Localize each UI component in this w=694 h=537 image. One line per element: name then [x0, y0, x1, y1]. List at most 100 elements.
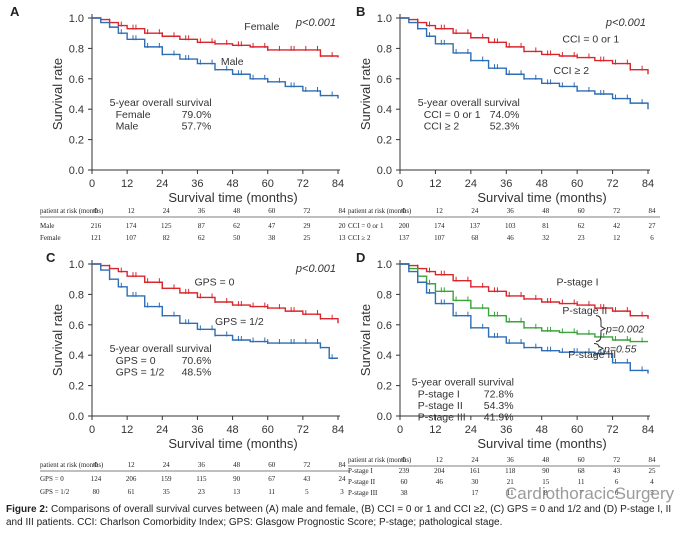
- risk-value: 50: [233, 234, 241, 242]
- y-tick-label: 0.4: [69, 350, 84, 362]
- risk-time: 60: [268, 207, 276, 215]
- risk-time: 72: [303, 207, 311, 215]
- panel-c: C 0.0 0.2 0.4 0.6 0.8 1.0 0 12 24 36 48 60 72 84 Surviv…: [40, 250, 350, 496]
- risk-time: 24: [163, 461, 171, 469]
- x-tick-label: 12: [429, 424, 441, 436]
- panel-d: D0.00.20.40.60.81.00 12 24 36 48 60 72 84Surviv…: [348, 250, 660, 497]
- x-tick-label: 84: [642, 424, 654, 436]
- y-tick-label: 0.8: [69, 43, 84, 55]
- risk-time: 36: [507, 456, 515, 464]
- risk-value: 5: [305, 488, 309, 496]
- x-axis-title: Survival time (months): [168, 436, 297, 451]
- p-value: p<0.001: [605, 17, 646, 29]
- p-value-annotation: p=0.002: [605, 324, 644, 336]
- caption-label: Figure 2:: [6, 504, 49, 515]
- risk-row-label: CCI = 0 or 1: [348, 222, 384, 230]
- risk-time: 36: [198, 207, 206, 215]
- survival-row-label: CCI ≥ 2: [424, 121, 460, 133]
- x-tick-label: 72: [297, 178, 309, 190]
- risk-value: 161: [470, 467, 481, 475]
- risk-value: 8: [544, 489, 548, 497]
- y-tick-label: 0.0: [377, 165, 392, 177]
- survival-table-title: 5-year overall survival: [418, 97, 520, 109]
- risk-value: 124: [91, 475, 102, 483]
- x-tick-label: 48: [536, 424, 548, 436]
- risk-value: 42: [613, 222, 621, 230]
- survival-row-value: 41.9%: [484, 412, 514, 424]
- survival-row-label: CCI = 0 or 1: [424, 109, 481, 121]
- p-value: p<0.001: [295, 17, 336, 29]
- risk-time: 84: [339, 207, 347, 215]
- survival-row-value: 52.3%: [490, 121, 520, 133]
- x-tick-label: 72: [606, 424, 618, 436]
- risk-value: 204: [434, 467, 445, 475]
- risk-value: 107: [434, 234, 445, 242]
- survival-row-label: GPS = 0: [116, 355, 156, 367]
- survival-curve-1: [400, 263, 648, 343]
- risk-value: 61: [128, 488, 136, 496]
- risk-value: 107: [126, 234, 137, 242]
- risk-time: 84: [339, 461, 347, 469]
- risk-time: 24: [471, 207, 479, 215]
- risk-value: 3: [340, 488, 344, 496]
- series-label: Male: [221, 56, 244, 68]
- x-tick-label: 36: [191, 178, 203, 190]
- y-tick-label: 0.2: [377, 381, 392, 393]
- x-tick-label: 60: [571, 178, 583, 190]
- p-value: p<0.001: [295, 263, 336, 275]
- risk-time: 36: [507, 207, 515, 215]
- risk-value: 137: [470, 222, 481, 230]
- risk-time: 84: [649, 207, 657, 215]
- risk-table-header: patient at risk (months): [40, 462, 103, 469]
- risk-value: 68: [471, 234, 479, 242]
- panel-letter: C: [46, 250, 56, 265]
- x-tick-label: 12: [121, 178, 133, 190]
- x-tick-label: 48: [226, 178, 238, 190]
- risk-value: 81: [542, 222, 550, 230]
- y-tick-label: 0.2: [69, 381, 84, 393]
- risk-time: 24: [163, 207, 171, 215]
- x-axis-title: Survival time (months): [168, 190, 297, 205]
- panel-b: B0.00.20.40.60.81.00 12 24 36 48 60 72 84Surviv…: [348, 4, 660, 242]
- survival-curve-1: [400, 17, 649, 110]
- survival-curve-1: [92, 17, 339, 99]
- y-tick-label: 0.4: [69, 104, 84, 116]
- risk-time: 12: [128, 207, 136, 215]
- x-tick-label: 84: [332, 424, 344, 436]
- y-tick-label: 0.8: [377, 289, 392, 301]
- y-tick-label: 0.8: [69, 289, 84, 301]
- risk-value: 11: [578, 478, 585, 486]
- risk-time: 0: [402, 456, 406, 464]
- survival-curve-2: [400, 263, 649, 374]
- risk-value: 13: [233, 488, 241, 496]
- survival-row-value: 70.6%: [182, 355, 212, 367]
- survival-curve-0: [92, 263, 339, 324]
- x-tick-label: 60: [262, 424, 274, 436]
- series-label: P-stage II: [562, 305, 607, 317]
- risk-value: 174: [126, 222, 137, 230]
- risk-row-label: Male: [40, 222, 54, 230]
- risk-value: 216: [91, 222, 102, 230]
- censor-marks-0: [109, 18, 333, 57]
- censor-marks-0: [417, 18, 643, 71]
- y-axis-title: Survival rate: [358, 304, 373, 376]
- risk-value: 23: [578, 234, 586, 242]
- y-tick-label: 1.0: [69, 13, 84, 25]
- censor-marks-0: [109, 264, 333, 320]
- risk-time: 72: [613, 207, 621, 215]
- risk-value: 43: [303, 475, 311, 483]
- survival-row-value: 57.7%: [182, 121, 212, 133]
- x-tick-label: 36: [191, 424, 203, 436]
- x-tick-label: 84: [332, 178, 344, 190]
- risk-value: 46: [436, 478, 444, 486]
- censor-marks-1: [109, 275, 333, 360]
- risk-value: 159: [161, 475, 172, 483]
- risk-value: 67: [268, 475, 276, 483]
- risk-value: 38: [401, 489, 409, 497]
- series-label: P-stage I: [556, 276, 598, 288]
- y-tick-label: 0.6: [69, 74, 84, 86]
- risk-time: 24: [471, 456, 479, 464]
- risk-time: 12: [436, 456, 444, 464]
- figure-caption: Figure 2: Comparisons of overall surviva…: [6, 503, 690, 529]
- x-tick-label: 0: [89, 178, 95, 190]
